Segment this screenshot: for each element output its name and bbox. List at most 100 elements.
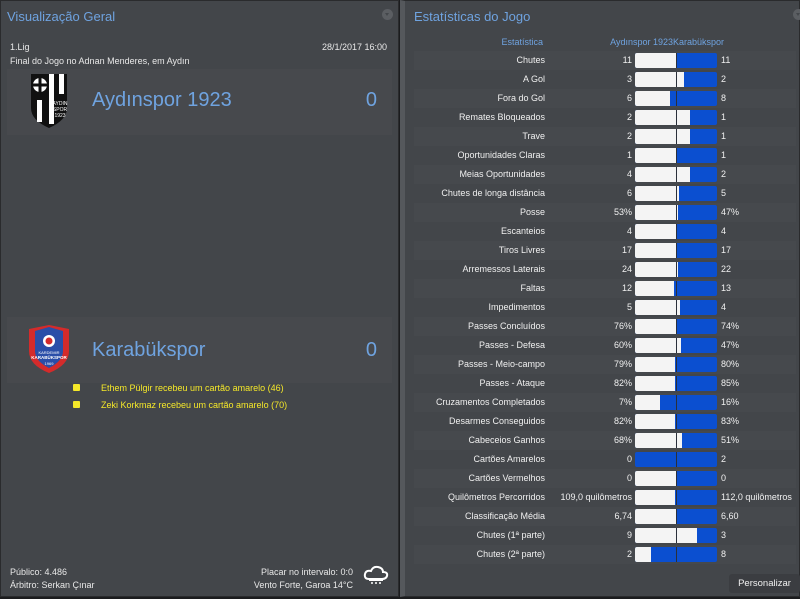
away-team-name[interactable]: Karabükspor xyxy=(92,339,206,361)
home-bar-fill xyxy=(635,91,671,106)
away-value: 1 xyxy=(721,112,727,122)
comparison-bar xyxy=(635,414,717,429)
stat-label: Chutes (1ª parte) xyxy=(476,530,545,540)
column-header-stat[interactable]: Estatística xyxy=(501,37,543,47)
home-bar-fill xyxy=(635,509,676,524)
svg-text:1923: 1923 xyxy=(54,113,65,119)
stat-label: Classificação Média xyxy=(464,511,545,521)
stat-label: Passes - Meio-campo xyxy=(457,359,545,369)
stat-row: Meias Oportunidades 4 2 xyxy=(414,165,796,184)
stat-label: Oportunidades Claras xyxy=(457,150,545,160)
away-value: 2 xyxy=(721,169,727,179)
stat-label: Trave xyxy=(522,131,545,141)
stat-row: Faltas 12 13 xyxy=(414,279,796,298)
stat-row: Oportunidades Claras 1 1 xyxy=(414,146,796,165)
comparison-bar xyxy=(635,376,717,391)
home-value: 109,0 quilômetros xyxy=(560,492,632,502)
home-value: 6 xyxy=(626,93,632,103)
away-value: 16% xyxy=(721,397,740,407)
home-value: 4 xyxy=(626,226,632,236)
bar-midline xyxy=(676,205,677,220)
away-value: 3 xyxy=(721,530,727,540)
bar-midline xyxy=(676,167,677,182)
comparison-bar xyxy=(635,433,717,448)
home-team-name[interactable]: Aydınspor 1923 xyxy=(92,89,232,111)
stat-row: Cartões Amarelos 0 2 xyxy=(414,450,796,469)
stat-label: Chutes (2ª parte) xyxy=(476,549,545,559)
attendance: Público: 4.486 xyxy=(10,567,68,577)
home-bar-fill xyxy=(635,243,676,258)
home-value: 53% xyxy=(613,207,632,217)
comparison-bar xyxy=(635,110,717,125)
stat-row: A Gol 3 2 xyxy=(414,70,796,89)
home-value: 4 xyxy=(626,169,632,179)
comparison-bar xyxy=(635,205,717,220)
home-value: 2 xyxy=(626,112,632,122)
stat-row: Escanteios 4 4 xyxy=(414,222,796,241)
bar-midline xyxy=(676,376,677,391)
stat-label: Meias Oportunidades xyxy=(459,169,545,179)
collapse-chevron-icon[interactable] xyxy=(793,9,800,20)
column-header-home[interactable]: Aydınspor 1923 xyxy=(610,37,673,47)
away-value: 4 xyxy=(721,226,727,236)
stat-label: Chutes xyxy=(516,55,545,65)
home-value: 2 xyxy=(626,131,632,141)
comparison-bar xyxy=(635,547,717,562)
stat-label: Fora do Gol xyxy=(497,93,545,103)
home-value: 12 xyxy=(621,283,632,293)
event-text: Ethem Pülgir recebeu um cartão amarelo (… xyxy=(101,383,284,393)
away-value: 51% xyxy=(721,435,740,445)
stat-label: A Gol xyxy=(522,74,545,84)
stat-row: Chutes (1ª parte) 9 3 xyxy=(414,526,796,545)
home-bar-fill xyxy=(635,528,697,543)
away-team-score: 0 xyxy=(365,339,377,361)
away-value: 74% xyxy=(721,321,740,331)
stat-row: Classificação Média 6,74 6,60 xyxy=(414,507,796,526)
home-bar-fill xyxy=(635,262,678,277)
match-datetime: 28/1/2017 16:00 xyxy=(321,42,387,52)
stat-row: Tiros Livres 17 17 xyxy=(414,241,796,260)
comparison-bar xyxy=(635,528,717,543)
customize-button[interactable]: Personalizar xyxy=(729,574,800,593)
comparison-bar xyxy=(635,509,717,524)
svg-text:1969: 1969 xyxy=(45,361,55,366)
event-text: Zeki Korkmaz recebeu um cartão amarelo (… xyxy=(101,400,288,410)
home-value: 60% xyxy=(613,340,632,350)
home-value: 1 xyxy=(626,150,632,160)
away-value: 0 xyxy=(721,473,727,483)
bar-midline xyxy=(676,509,677,524)
away-value: 6,60 xyxy=(721,511,739,521)
home-bar-fill xyxy=(635,490,676,505)
home-value: 82% xyxy=(613,378,632,388)
home-bar-fill xyxy=(635,395,660,410)
stat-row: Chutes 11 11 xyxy=(414,51,796,70)
home-bar-fill xyxy=(635,319,676,334)
collapse-chevron-icon[interactable] xyxy=(382,9,393,20)
stat-row: Fora do Gol 6 8 xyxy=(414,89,796,108)
stat-row: Quilômetros Percorridos 109,0 quilômetros… xyxy=(414,488,796,507)
comparison-bar xyxy=(635,186,717,201)
home-value: 7% xyxy=(618,397,632,407)
away-value: 1 xyxy=(721,131,727,141)
home-bar-fill xyxy=(635,471,676,486)
home-value: 0 xyxy=(626,454,632,464)
comparison-bar xyxy=(635,338,717,353)
stat-row: Trave 2 1 xyxy=(414,127,796,146)
home-team-row: AYDIN SPOR 1923 Aydınspor 1923 0 xyxy=(7,69,392,135)
bar-midline xyxy=(676,148,677,163)
stat-label: Cruzamentos Completados xyxy=(435,397,545,407)
stat-label: Tiros Livres xyxy=(498,245,545,255)
bar-midline xyxy=(676,452,677,467)
away-value: 83% xyxy=(721,416,740,426)
comparison-bar xyxy=(635,129,717,144)
home-bar-fill xyxy=(635,433,682,448)
bar-midline xyxy=(676,471,677,486)
referee: Árbitro: Serkan Çınar xyxy=(10,580,95,590)
stat-label: Quilômetros Percorridos xyxy=(447,492,545,502)
away-value: 47% xyxy=(721,207,740,217)
column-header-away[interactable]: Karabükspor xyxy=(673,37,725,47)
comparison-bar xyxy=(635,224,717,239)
stat-row: Desarmes Conseguidos 82% 83% xyxy=(414,412,796,431)
home-value: 5 xyxy=(626,302,632,312)
away-value: 85% xyxy=(721,378,740,388)
